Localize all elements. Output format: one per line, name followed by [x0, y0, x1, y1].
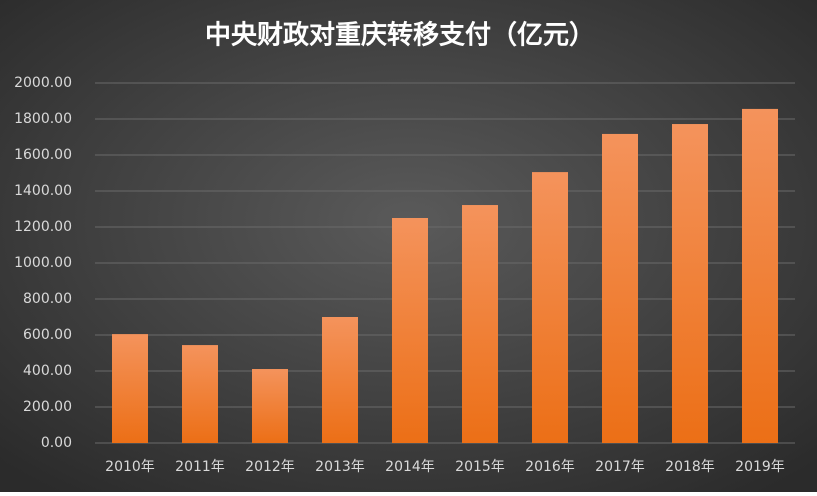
y-tick-label: 1600.00 — [14, 147, 72, 163]
bar — [672, 124, 708, 443]
bar — [742, 108, 778, 444]
bar — [322, 317, 358, 443]
y-tick-label: 800.00 — [23, 291, 72, 307]
chart-title: 中央财政对重庆转移支付（亿元） — [205, 20, 595, 51]
bar — [392, 218, 428, 443]
bar — [462, 205, 498, 443]
y-tick-label: 600.00 — [23, 327, 72, 343]
y-tick-label: 200.00 — [23, 399, 72, 415]
y-tick-label: 400.00 — [23, 363, 72, 379]
y-tick-label: 1400.00 — [14, 183, 72, 199]
x-tick-label: 2017年 — [595, 459, 645, 475]
y-tick-label: 1000.00 — [14, 255, 72, 271]
bar — [112, 334, 148, 443]
x-tick-label: 2012年 — [245, 459, 295, 475]
bar — [602, 133, 638, 443]
x-tick-label: 2010年 — [105, 459, 155, 475]
y-tick-label: 2000.00 — [14, 75, 72, 91]
y-tick-label: 1200.00 — [14, 219, 72, 235]
x-tick-label: 2018年 — [665, 459, 715, 475]
x-tick-label: 2014年 — [385, 459, 435, 475]
bar — [532, 172, 568, 443]
x-tick-label: 2015年 — [455, 459, 505, 475]
x-tick-label: 2013年 — [315, 459, 365, 475]
bar — [252, 369, 288, 443]
bar — [182, 345, 218, 443]
x-tick-label: 2016年 — [525, 459, 575, 475]
x-tick-label: 2011年 — [175, 459, 225, 475]
y-tick-label: 1800.00 — [14, 111, 72, 127]
y-tick-label: 0.00 — [41, 435, 72, 451]
x-tick-label: 2019年 — [735, 459, 785, 475]
